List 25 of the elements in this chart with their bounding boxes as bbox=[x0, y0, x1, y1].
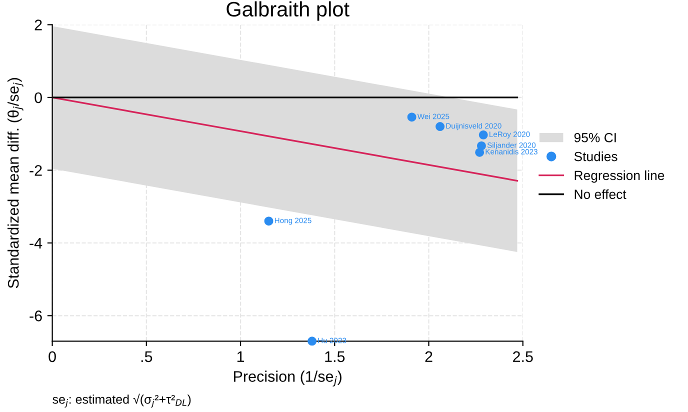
point bbox=[308, 336, 317, 346]
text: se$_{j}$: estimated √(σ$_{j}$²+τ²$_{DL}$) bbox=[52, 394, 191, 408]
chart-title: Galbraith plot bbox=[226, 1, 350, 21]
x-tick-label: 1.5 bbox=[325, 351, 345, 362]
x-tick-label: 1 bbox=[237, 351, 244, 362]
x-tick-label: 2.5 bbox=[513, 351, 533, 362]
point bbox=[436, 122, 445, 132]
legend-label: 95% CI bbox=[574, 132, 616, 142]
point bbox=[407, 112, 416, 122]
legend-label: Studies bbox=[574, 152, 618, 162]
x-tick-label: 0 bbox=[48, 351, 56, 362]
x-tick-label: .5 bbox=[141, 351, 152, 362]
point bbox=[264, 216, 274, 226]
y-axis-title: Standardized mean diff. (θ$_{j}$/se$_{j}$) bbox=[8, 78, 24, 288]
y-tick-label: 2 bbox=[34, 20, 42, 30]
x-tick-label: 2 bbox=[425, 351, 432, 362]
y-tick-label: -2 bbox=[30, 165, 42, 176]
x-axis-title: Precision (1/se$_{j}$) bbox=[234, 370, 342, 386]
point bbox=[475, 148, 484, 157]
legend-label: No effect bbox=[574, 189, 626, 199]
y-tick-label: -4 bbox=[30, 238, 42, 248]
legend-label: Regression line bbox=[574, 170, 664, 183]
y-tick-label: -6 bbox=[30, 310, 42, 322]
y-tick-label: 0 bbox=[34, 92, 42, 104]
point bbox=[478, 130, 488, 140]
